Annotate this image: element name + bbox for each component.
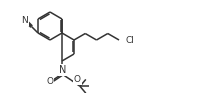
Text: N: N <box>21 16 28 25</box>
Text: O: O <box>74 76 81 85</box>
Text: Cl: Cl <box>124 36 133 44</box>
Text: O: O <box>46 77 53 86</box>
Text: N: N <box>59 65 66 75</box>
